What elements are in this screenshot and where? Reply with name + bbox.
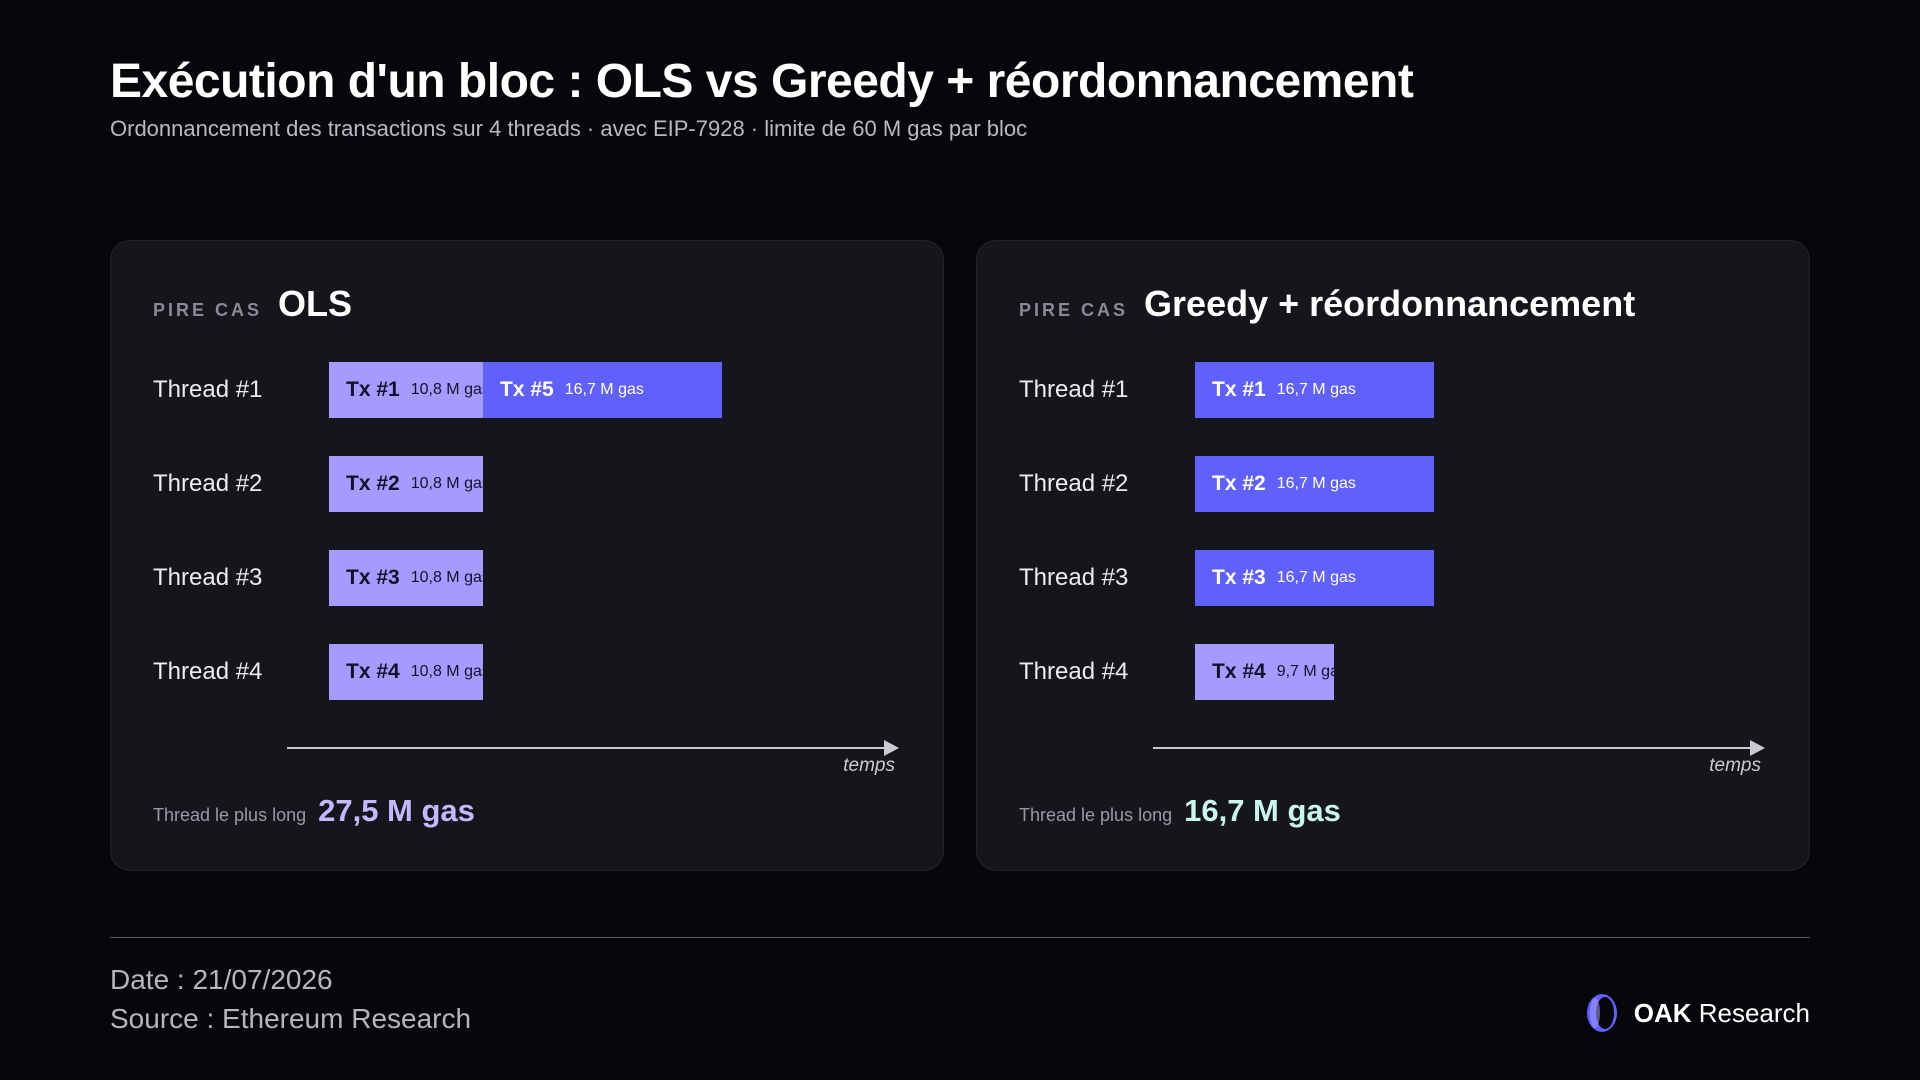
transaction-bar: Tx #1 10,8 M gas [329,362,483,418]
transaction-name: Tx #4 [346,660,400,683]
transaction-gas: 10,8 M gas [410,475,483,492]
footer-divider [110,937,1810,938]
thread-row: Thread #2 Tx #2 10,8 M gas [153,456,913,512]
panel-header: PIRE CAS Greedy + réordonnancement [1019,283,1635,325]
brand-name-strong: OAK [1633,997,1692,1028]
panel-ols: PIRE CAS OLS Thread #1 Tx #1 10,8 M gas Tx … [110,240,944,871]
transaction-bar: Tx #1 16,7 M gas [1195,362,1434,418]
transaction-name: Tx #1 [346,378,400,401]
transaction-name: Tx #3 [1212,566,1266,589]
transaction-name: Tx #2 [1212,472,1266,495]
thread-row: Thread #4 Tx #4 10,8 M gas [153,644,913,700]
transaction-gas: 10,8 M gas [410,569,483,586]
time-axis-line [1153,747,1751,749]
time-axis-label: temps [843,755,895,776]
panel-kicker: PIRE CAS [153,300,263,320]
transaction-bar: Tx #2 16,7 M gas [1195,456,1434,512]
thread-label: Thread #3 [1019,564,1129,591]
page-title: Exécution d'un bloc : OLS vs Greedy + ré… [110,55,1414,108]
transaction-bar: Tx #5 16,7 M gas [483,362,722,418]
transaction-bar: Tx #2 10,8 M gas [329,456,483,512]
thread-label: Thread #1 [1019,376,1129,403]
longest-thread-value: 16,7 M gas [1184,793,1341,828]
thread-label: Thread #4 [1019,658,1129,685]
transaction-bar: Tx #3 10,8 M gas [329,550,483,606]
transaction-gas: 16,7 M gas [1276,475,1356,492]
thread-label: Thread #2 [1019,470,1129,497]
longest-thread-value: 27,5 M gas [318,793,475,828]
thread-row: Thread #4 Tx #4 9,7 M gas [1019,644,1779,700]
longest-thread-label: Thread le plus long [153,805,307,825]
transaction-bar: Tx #3 16,7 M gas [1195,550,1434,606]
brand-name: OAK Research [1634,998,1810,1029]
longest-thread-summary: Thread le plus long 16,7 M gas [1019,793,1341,829]
time-axis-label: temps [1709,755,1761,776]
arrow-right-icon [884,740,899,756]
thread-label: Thread #2 [153,470,263,497]
page-subtitle: Ordonnancement des transactions sur 4 th… [110,116,1028,141]
panel-title: OLS [278,283,353,324]
footer-date: Date : 21/07/2026 [110,964,333,995]
thread-row: Thread #3 Tx #3 10,8 M gas [153,550,913,606]
transaction-bar: Tx #4 9,7 M gas [1195,644,1334,700]
thread-row: Thread #1 Tx #1 16,7 M gas [1019,362,1779,418]
transaction-gas: 9,7 M gas [1276,663,1334,680]
longest-thread-summary: Thread le plus long 27,5 M gas [153,793,475,829]
thread-row: Thread #1 Tx #1 10,8 M gas Tx #5 16,7 M gas [153,362,913,418]
brand-name-rest: Research [1691,997,1810,1028]
time-axis-line [287,747,885,749]
transaction-name: Tx #4 [1212,660,1266,683]
transaction-gas: 10,8 M gas [410,663,483,680]
transaction-name: Tx #3 [346,566,400,589]
footer-source: Source : Ethereum Research [110,1003,472,1034]
transaction-name: Tx #5 [500,378,554,401]
panel-kicker: PIRE CAS [1019,300,1129,320]
transaction-gas: 10,8 M gas [410,381,483,398]
panel-greedy: PIRE CAS Greedy + réordonnancement Threa… [976,240,1810,871]
longest-thread-label: Thread le plus long [1019,805,1173,825]
thread-label: Thread #1 [153,376,263,403]
transaction-gas: 16,7 M gas [1276,569,1356,586]
panel-title: Greedy + réordonnancement [1144,283,1636,324]
oak-logo-icon [1586,994,1617,1032]
time-axis [287,738,899,758]
thread-label: Thread #3 [153,564,263,591]
panel-header: PIRE CAS OLS [153,283,352,325]
thread-label: Thread #4 [153,658,263,685]
arrow-right-icon [1750,740,1765,756]
transaction-name: Tx #2 [346,472,400,495]
transaction-name: Tx #1 [1212,378,1266,401]
transaction-gas: 16,7 M gas [1276,381,1356,398]
transaction-gas: 16,7 M gas [564,381,644,398]
thread-row: Thread #2 Tx #2 16,7 M gas [1019,456,1779,512]
transaction-bar: Tx #4 10,8 M gas [329,644,483,700]
brand: OAK Research [1584,992,1810,1034]
time-axis [1153,738,1765,758]
thread-row: Thread #3 Tx #3 16,7 M gas [1019,550,1779,606]
